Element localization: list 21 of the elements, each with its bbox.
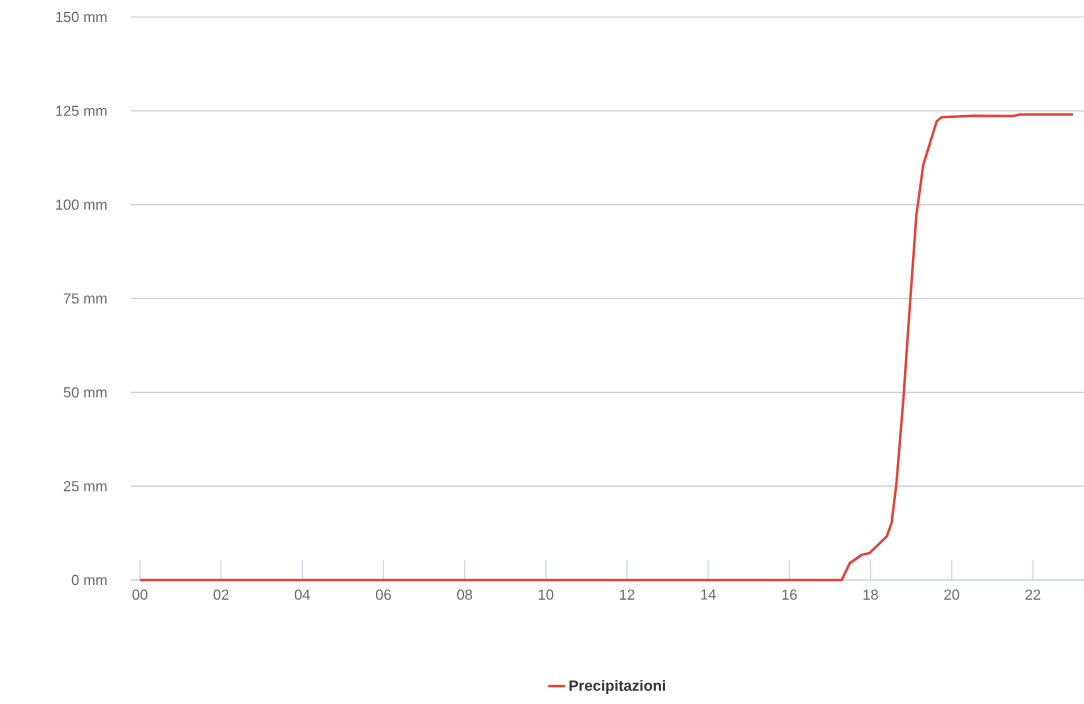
y-tick-label: 150 mm xyxy=(56,11,107,23)
x-tick-label: 10 xyxy=(538,589,554,600)
x-tick-label: 08 xyxy=(457,589,473,600)
x-tick-label: 16 xyxy=(782,589,797,600)
x-tick-label: 12 xyxy=(620,589,635,600)
x-tick-label: 00 xyxy=(132,589,148,600)
y-tick-label: 75 mm xyxy=(63,293,107,304)
x-tick-label: 02 xyxy=(213,589,229,600)
x-tick-label: 20 xyxy=(944,589,960,600)
y-tick-label: 100 mm xyxy=(56,199,107,210)
line-series xyxy=(138,113,1075,582)
y-tick-label: 25 mm xyxy=(63,481,107,492)
legend-label: Precipitazioni xyxy=(569,679,665,694)
y-tick-label: 50 mm xyxy=(63,387,107,398)
x-tick-label: 14 xyxy=(701,589,716,600)
y-tick-label: 125 mm xyxy=(56,105,107,116)
x-tick-label: 22 xyxy=(1025,589,1041,600)
x-tick-label: 06 xyxy=(375,589,391,600)
x-tick-label: 04 xyxy=(294,589,310,600)
y-tick-label: 0 mm xyxy=(71,574,107,586)
x-tick-label: 18 xyxy=(863,589,878,600)
